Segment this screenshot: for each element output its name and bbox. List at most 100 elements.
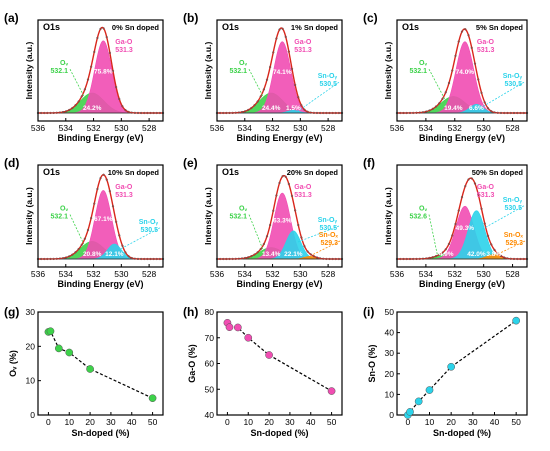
raw-data-point [247,108,250,112]
sno-label-energy: 530.5 [319,225,337,232]
raw-data-point [118,97,121,101]
raw-data-point [228,111,231,115]
raw-data-point [309,111,312,114]
raw-data-point [490,110,493,113]
trend-panel-1: 0 10 20 30 40 50 40 50 60 70 80 Sn-doped (%) Ga-O (%… [183,305,343,438]
x-tick-label: 40 [306,417,316,427]
raw-data-point [231,111,234,115]
annotation-leader [480,81,525,109]
raw-data-point [444,248,447,251]
raw-data-point [275,194,278,197]
raw-data-point [412,257,415,261]
x-tick-label: 532 [448,123,462,133]
raw-data-point [328,111,331,115]
raw-data-point [158,111,162,115]
raw-data-point [259,95,262,98]
raw-data-point [473,182,477,185]
annotation-leader [297,81,340,112]
trend-panel-2: 0 10 20 30 40 50 0 10 20 30 40 50 Sn-doped (%) Sn-O (… [363,305,528,438]
ov-label: Oᵥ [60,206,68,213]
core-level-label: O1s [222,22,239,32]
raw-data-point [457,40,460,43]
panel-letter: (c) [363,11,378,25]
raw-data-point [127,255,130,258]
x-tick-label: 528 [142,123,156,133]
snox-label-energy: 529.3 [505,240,523,247]
raw-data-point [306,110,309,113]
raw-data-point [408,257,412,261]
y-tick-label: 0 [30,410,35,420]
x-tick-label: 50 [327,417,337,427]
data-point [265,351,273,359]
raw-data-point [86,78,90,81]
raw-data-point [516,111,519,115]
gao-label-energy: 531.3 [477,47,495,54]
annotation-leader [428,68,446,100]
raw-data-point [46,257,49,261]
raw-data-point [121,244,124,247]
raw-data-point [124,109,127,112]
percent-label: 20.8% [83,251,102,258]
raw-data-point [61,110,65,114]
x-tick-label: 0 [405,417,410,427]
raw-data-point [256,251,259,254]
raw-data-point [431,256,434,259]
raw-data-point [290,67,294,71]
sno-label: Sn-Oᵧ [139,219,159,226]
annotation-leader [312,240,341,255]
y-tick-label: 10 [385,389,395,399]
raw-data-point [55,257,58,260]
raw-data-point [55,111,58,114]
annotation-leader [428,214,438,256]
raw-data-point [71,253,74,256]
x-tick-label: 532 [448,269,462,279]
raw-data-point [99,177,102,180]
x-tick-label: 534 [238,269,252,279]
plot-frame [37,311,164,416]
ov-label-energy: 532.1 [50,68,68,75]
x-tick-label: 530 [477,269,491,279]
x-tick-label: 536 [210,269,224,279]
raw-data-point [52,111,55,115]
gao-label-energy: 531.3 [477,192,495,199]
raw-data-point [493,111,496,114]
raw-data-point [152,111,155,115]
doping-label: 0% Sn doped [112,23,160,32]
raw-data-point [247,256,250,259]
percent-label: 42.0% [467,251,486,258]
gao-label: Ga-O [115,184,133,191]
raw-data-point [74,251,77,254]
raw-data-point [315,111,319,115]
raw-data-point [234,111,237,114]
raw-data-point [328,257,331,261]
raw-data-point [83,237,87,240]
core-level-label: O1s [43,22,60,32]
raw-data-point [405,257,408,261]
raw-data-point [306,250,309,253]
raw-data-point [93,50,96,54]
raw-data-point [52,257,55,261]
raw-data-point [143,111,146,115]
raw-data-point [243,256,247,260]
trend-line [226,322,332,392]
raw-data-point [477,193,480,196]
percent-label: 49.3% [456,225,475,232]
panel-letter: (d) [4,156,19,170]
peak-area-1 [38,40,163,114]
raw-data-point [222,111,225,115]
raw-data-point [105,36,108,39]
ov-label: Oᵥ [239,206,247,213]
raw-data-point [265,78,269,81]
plot-frame [216,19,343,122]
trend-line [407,320,517,416]
raw-data-point [278,28,281,31]
y-tick-label: 50 [385,307,395,317]
raw-data-point [46,111,49,115]
raw-data-point [149,257,152,261]
raw-data-point [64,256,68,259]
raw-data-point [39,257,43,261]
raw-data-point [262,242,266,246]
raw-data-point [522,111,525,115]
raw-data-point [421,257,425,260]
